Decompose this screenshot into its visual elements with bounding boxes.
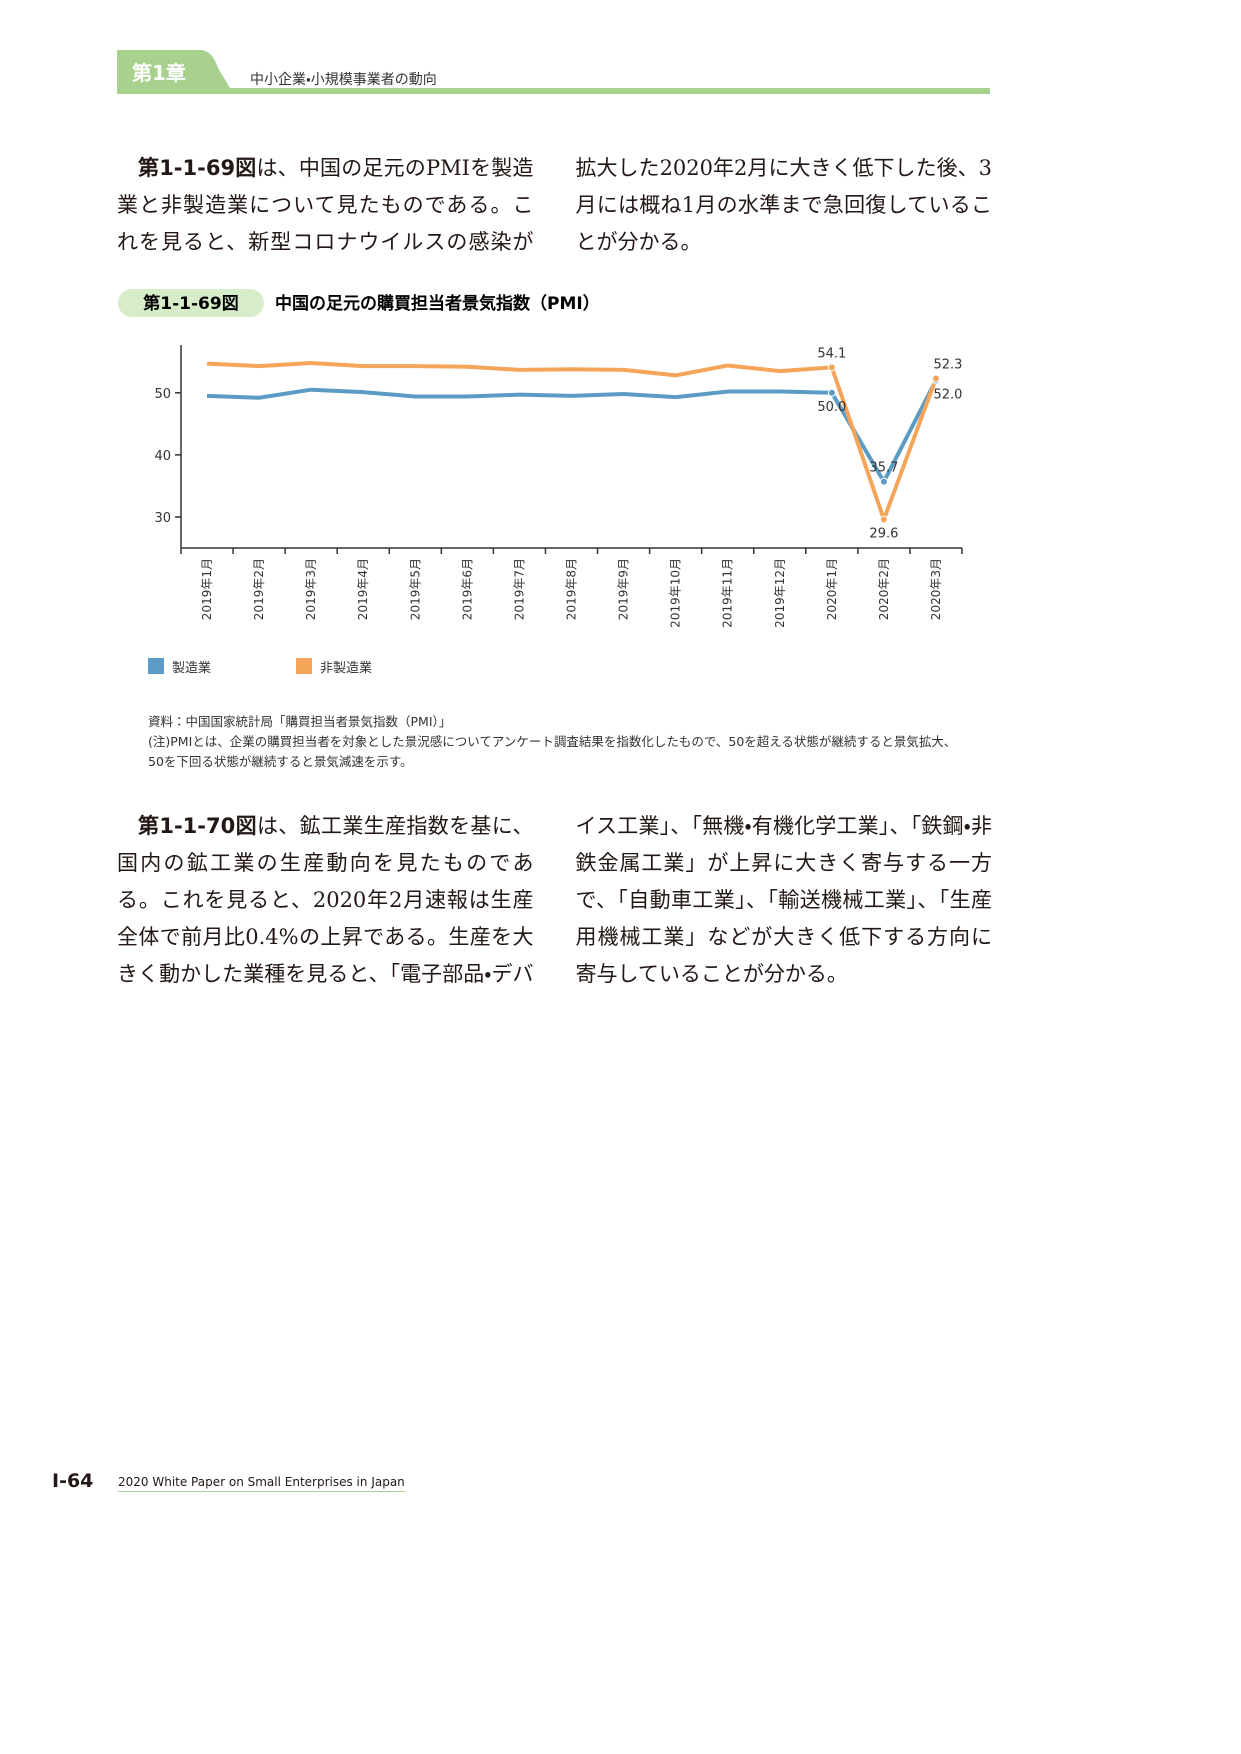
data-label: 35.7 xyxy=(869,461,898,476)
figure-ref: 第1-1-69図 xyxy=(138,156,257,180)
figure-label: 第1-1-69図 xyxy=(142,293,238,314)
x-tick-label: 2019年4月 xyxy=(356,558,370,620)
chart: 30 40 50 2019年1月 2019年2月 2019年3月 2019年4月 2019年5… xyxy=(148,345,963,676)
x-tick-label: 2019年11月 xyxy=(721,558,735,628)
series-line xyxy=(206,361,938,522)
legend-swatch xyxy=(148,658,164,674)
data-point xyxy=(931,374,940,383)
publication: 2020 White Paper on Small Enterprises in… xyxy=(118,1475,405,1492)
notes: 資料：中国国家統計局「購買担当者景気指数（PMI）」 (注)PMIとは、企業の購… xyxy=(148,712,968,772)
paragraph: 第1-1-70図は、鉱工業生産指数を基に、国内の鉱工業の生産動向を見たものである… xyxy=(117,808,992,998)
x-tick-label: 2019年6月 xyxy=(460,558,474,620)
legend-label: 製造業 xyxy=(172,660,211,676)
x-tick-label: 2019年9月 xyxy=(617,558,631,620)
y-tick-label: 30 xyxy=(154,511,171,526)
x-tick-label: 2019年8月 xyxy=(565,558,579,620)
data-label: 29.6 xyxy=(869,526,898,541)
paragraph-text: は、中国の足元のPMIを製造業と非製造業について見たものである。これを見ると、新… xyxy=(117,156,992,254)
data-point xyxy=(879,477,888,486)
header-band: 第1章 中小企業・小規模事業者の動向 xyxy=(117,50,990,94)
legend-swatch xyxy=(296,658,312,674)
chapter-subtitle: 中小企業・小規模事業者の動向 xyxy=(250,72,437,88)
data-label: 52.0 xyxy=(933,387,962,402)
page-number: Ⅰ-64 xyxy=(52,1470,94,1492)
x-tick-label: 2019年1月 xyxy=(200,558,214,620)
paragraph-text: は、鉱工業生産指数を基に、国内の鉱工業の生産動向を見たものである。これを見ると、… xyxy=(117,814,992,986)
data-label: 54.1 xyxy=(817,346,846,361)
chapter-tab xyxy=(117,50,990,94)
x-tick-label: 2019年12月 xyxy=(773,558,787,628)
data-label: 50.0 xyxy=(817,400,846,415)
note: (注)PMIとは、企業の購買担当者を対象とした景況感についてアンケート調査結果を… xyxy=(148,734,957,769)
y-tick-label: 40 xyxy=(154,449,171,464)
legend-label: 非製造業 xyxy=(320,660,372,676)
x-tick-label: 2019年5月 xyxy=(408,558,422,620)
x-tick-label: 2020年1月 xyxy=(825,558,839,620)
figure-heading: 第1-1-69図 中国の足元の購買担当者景気指数（PMI） xyxy=(118,289,600,317)
x-tick-label: 2020年3月 xyxy=(929,558,943,620)
x-tick-label: 2019年2月 xyxy=(252,558,266,620)
x-tick-label: 2019年3月 xyxy=(304,558,318,620)
y-tick-label: 50 xyxy=(154,387,171,402)
source: 資料：中国国家統計局「購買担当者景気指数（PMI）」 xyxy=(148,714,452,729)
series-line xyxy=(206,379,938,484)
paragraph: 第1-1-69図は、中国の足元のPMIを製造業と非製造業について見たものである。… xyxy=(117,150,992,270)
data-point xyxy=(879,515,888,524)
figure-title: 中国の足元の購買担当者景気指数（PMI） xyxy=(275,293,600,314)
data-point xyxy=(827,388,836,397)
x-tick-label: 2020年2月 xyxy=(877,558,891,620)
chapter-label: 第1章 xyxy=(132,61,186,85)
data-point xyxy=(827,363,836,372)
data-label: 52.3 xyxy=(933,358,962,373)
figure-label-pill xyxy=(118,289,264,317)
figure-ref: 第1-1-70図 xyxy=(138,814,257,838)
x-tick-label: 2019年10月 xyxy=(669,558,683,628)
x-tick-label: 2019年7月 xyxy=(512,558,526,620)
